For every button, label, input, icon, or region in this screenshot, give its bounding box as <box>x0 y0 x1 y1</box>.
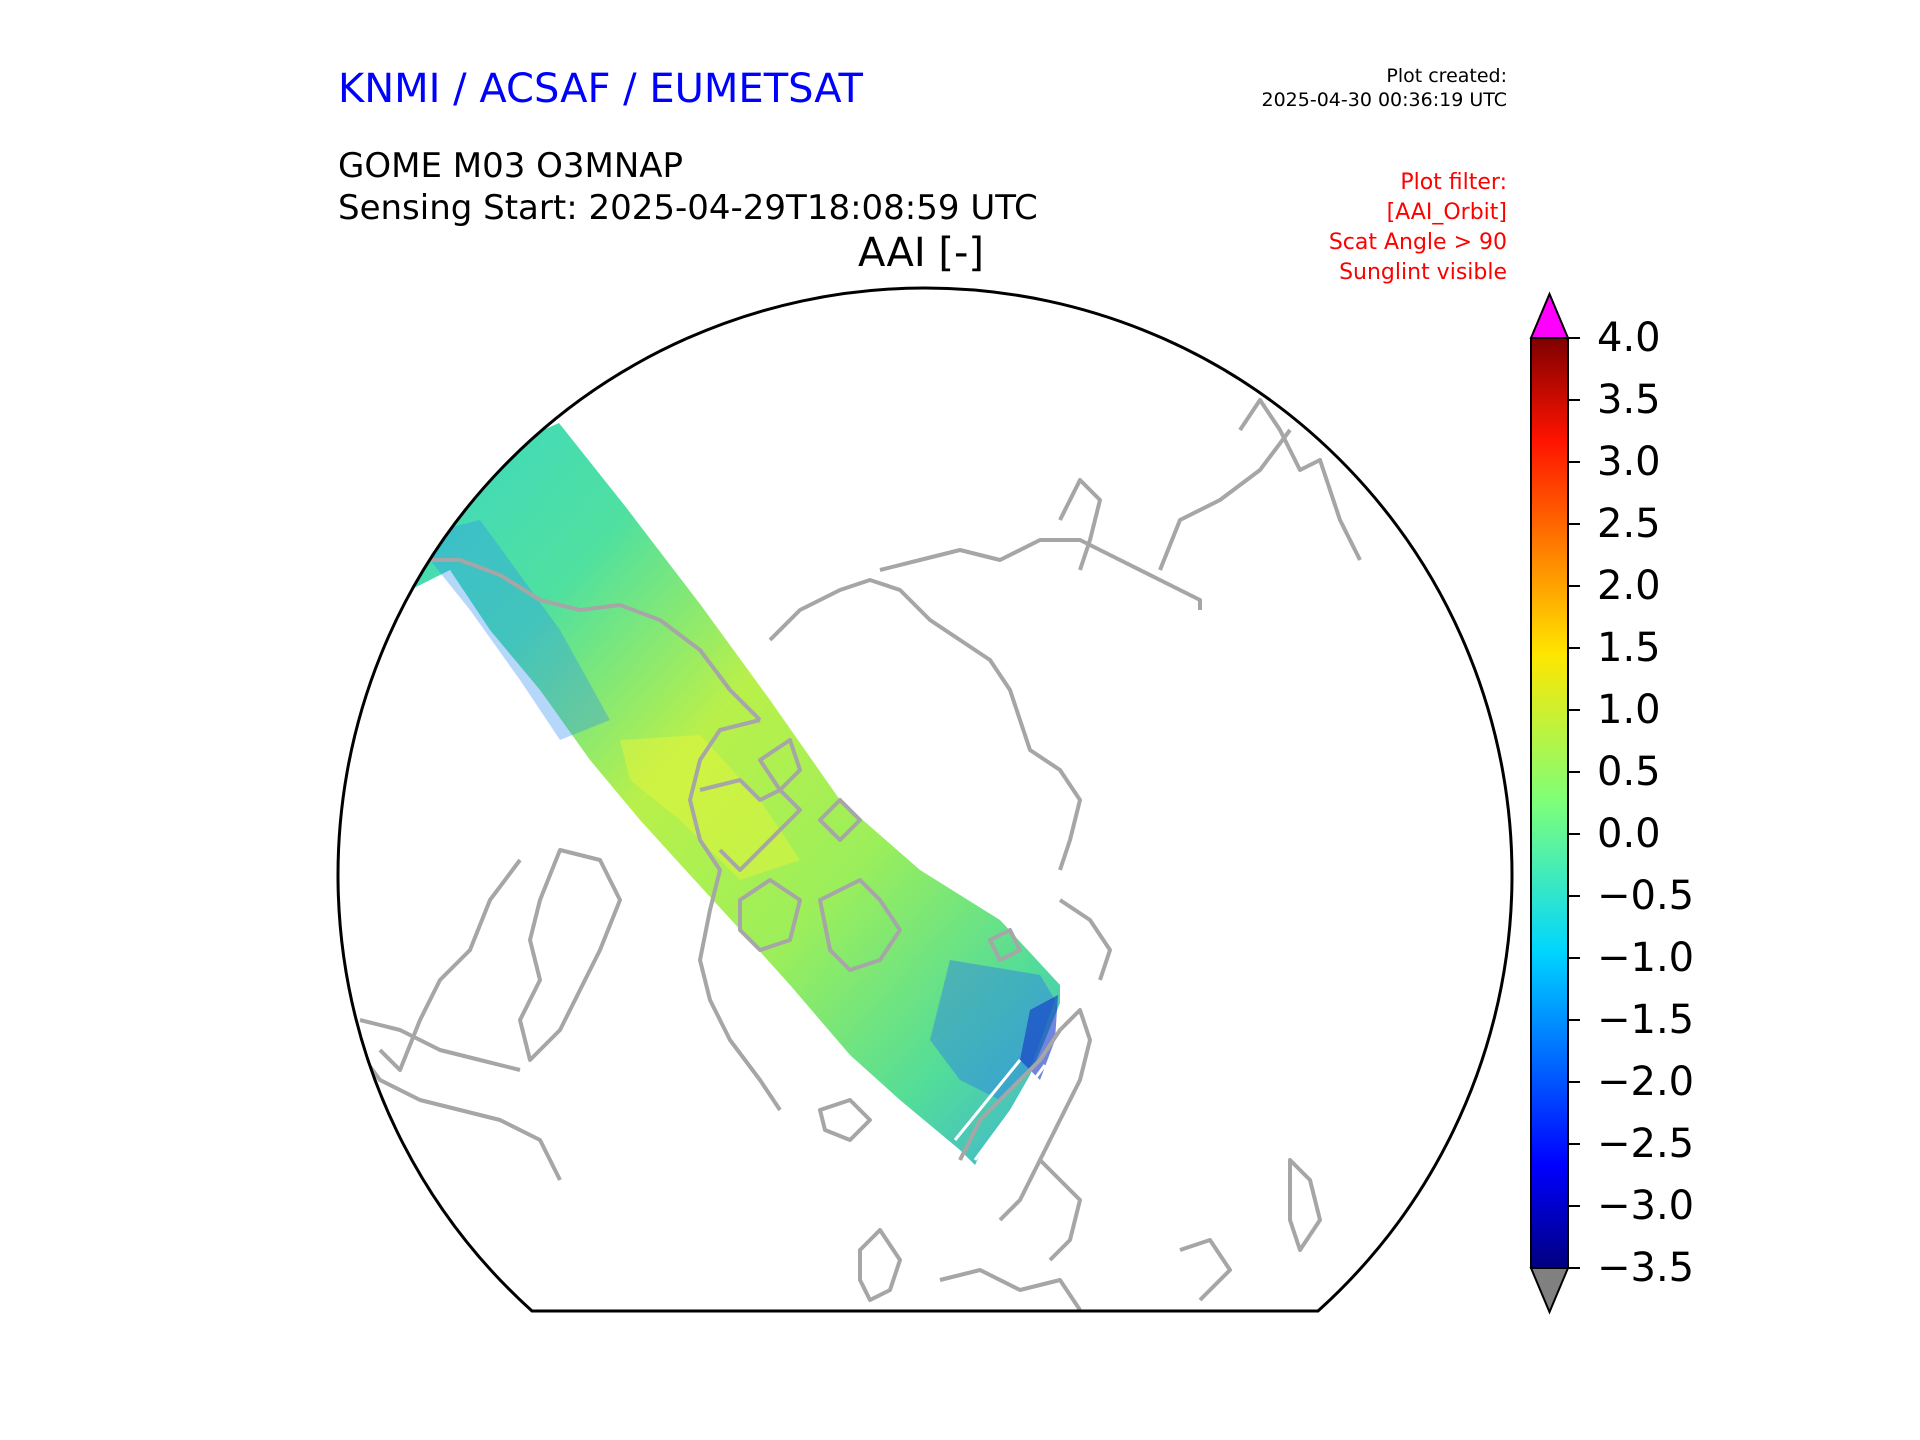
colorbar-tick-label: −2.0 <box>1597 1059 1695 1105</box>
colorbar-tick-label: −3.0 <box>1597 1183 1695 1229</box>
coastline-siberia <box>768 578 1082 871</box>
agency-title: KNMI / ACSAF / EUMETSAT <box>338 66 863 112</box>
plot-filter-heading: Plot filter: <box>1400 170 1507 195</box>
product-title: GOME M03 O3MNAP <box>338 146 684 186</box>
plot-created: Plot created: 2025-04-30 00:36:19 UTC <box>1262 64 1508 112</box>
swath-dark-tail <box>1020 995 1058 1080</box>
swath-high-patch <box>620 735 800 880</box>
coastline-mediterranean-east <box>1179 1238 1232 1302</box>
colorbar-tick-label: 1.5 <box>1597 625 1661 671</box>
colorbar-gradient <box>1530 337 1569 1269</box>
colorbar-tick-label: 4.0 <box>1597 315 1661 361</box>
coastlines <box>348 398 1362 1311</box>
plot-filter-line: [AAI_Orbit] <box>1386 200 1507 225</box>
coastline-russia-north <box>879 538 1202 610</box>
coastline-arctic-islands <box>818 798 862 842</box>
colorbar-tick-label: −2.5 <box>1597 1121 1695 1167</box>
coastline-greenland <box>518 848 622 1062</box>
colorbar-tick-marks <box>1568 337 1580 1269</box>
colorbar-tick-label: 2.5 <box>1597 501 1661 547</box>
coastline-greenland-east <box>378 858 522 1072</box>
colorbar-tick-label: −1.5 <box>1597 997 1695 1043</box>
coastline-canadian-archipelago <box>699 778 802 872</box>
coastline-arctic-islands <box>758 738 802 792</box>
plot-filter-line: Sunglint visible <box>1339 260 1507 285</box>
coastline-british-isles <box>858 1228 902 1302</box>
swath-gap-line <box>973 1064 1047 1161</box>
colorbar-tick-label: 1.0 <box>1597 687 1661 733</box>
coastline-hudson <box>818 878 902 972</box>
colorbar-tick-label: −1.0 <box>1597 935 1695 981</box>
colorbar-tick-label: 3.0 <box>1597 439 1661 485</box>
sensing-start: Sensing Start: 2025-04-29T18:08:59 UTC <box>338 188 1038 228</box>
coastline-baffin <box>738 878 802 952</box>
coastline-japan-kurils <box>1238 398 1362 561</box>
coastline-north-america <box>688 718 782 1112</box>
coastline-north-america-west <box>348 1038 562 1181</box>
coastline-europe-south <box>939 1268 1082 1311</box>
coastline-novaya-zemlya <box>1058 898 1112 981</box>
coastline-okhotsk <box>1158 428 1292 571</box>
plot-created-time: 2025-04-30 00:36:19 UTC <box>1261 89 1508 111</box>
plot-created-label: Plot created: <box>1386 65 1507 87</box>
coastline-aleutians <box>359 1018 521 1072</box>
swath-low-edge <box>430 520 610 740</box>
colorbar-tick-label: 3.5 <box>1597 377 1661 423</box>
swath-blue-tail <box>930 960 1055 1100</box>
coastline-scandinavia <box>958 1008 1092 1222</box>
coastline-kamchatka <box>1058 478 1102 571</box>
coastline-alaska <box>430 558 762 722</box>
colorbar-tick-label: 0.0 <box>1597 811 1661 857</box>
colorbar-tick-label: 2.0 <box>1597 563 1661 609</box>
plot-filter-line: Scat Angle > 90 <box>1328 230 1507 255</box>
colorbar-tick-label: 0.5 <box>1597 749 1661 795</box>
coastline-iceland <box>818 1098 872 1142</box>
plot-filter: Plot filter: [AAI_Orbit] Scat Angle > 90… <box>1329 168 1507 288</box>
map-boundary <box>336 286 1514 1313</box>
coastline-caspian <box>1288 1158 1322 1252</box>
swath-gap-line <box>953 1059 1022 1141</box>
colorbar-under-arrow <box>1529 1267 1570 1315</box>
colorbar-over-arrow <box>1529 291 1570 339</box>
coastline-baltic <box>1038 1158 1082 1262</box>
variable-title: AAI [-] <box>858 230 984 276</box>
colorbar-tick-label: −3.5 <box>1597 1245 1695 1291</box>
coastline-svalbard <box>988 928 1022 962</box>
colorbar-tick-label: −0.5 <box>1597 873 1695 919</box>
